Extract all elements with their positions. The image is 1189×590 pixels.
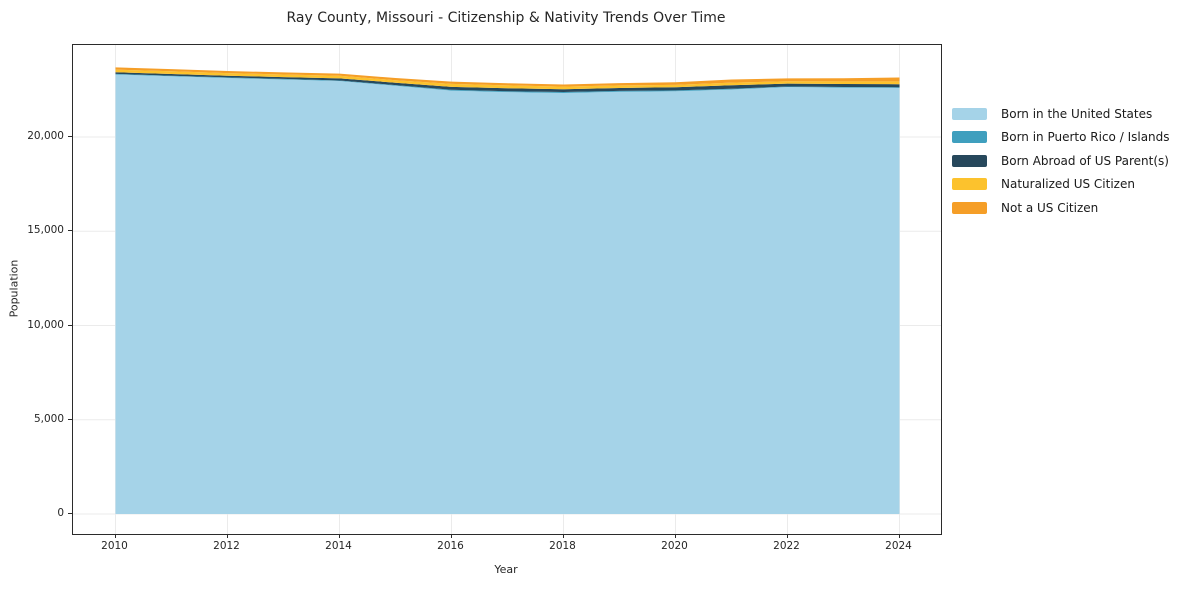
legend-swatch-icon (952, 107, 987, 120)
x-tick-label: 2016 (437, 540, 464, 552)
legend-item: Naturalized US Citizen (952, 173, 1170, 197)
legend-item: Born in Puerto Rico / Islands (952, 126, 1170, 150)
x-tick-mark (450, 534, 452, 538)
area-series-4 (115, 67, 900, 87)
y-tick-mark (68, 418, 72, 420)
legend: Born in the United States Born in Puerto … (952, 102, 1170, 220)
legend-label: Naturalized US Citizen (1001, 177, 1135, 192)
x-tick-mark (226, 534, 228, 538)
chart-title: Ray County, Missouri - Citizenship & Nat… (286, 10, 726, 26)
x-tick-label: 2022 (773, 540, 800, 552)
y-tick-label: 15,000 (27, 224, 64, 237)
legend-swatch-icon (952, 201, 987, 214)
y-tick-mark (68, 230, 72, 232)
area-series-3 (115, 69, 900, 90)
legend-label: Not a US Citizen (1001, 200, 1099, 215)
y-axis-label: Population (7, 259, 21, 318)
legend-label: Born in Puerto Rico / Islands (1001, 130, 1170, 145)
x-tick-mark (562, 534, 564, 538)
x-axis-label: Year (494, 563, 518, 576)
x-tick-label: 2010 (101, 540, 128, 552)
plot-area (72, 44, 942, 535)
x-tick-mark (898, 534, 900, 538)
x-tick-mark (114, 534, 116, 538)
area-series-0 (115, 74, 900, 514)
x-tick-label: 2012 (213, 540, 240, 552)
legend-swatch-icon (952, 131, 987, 144)
y-tick-mark (68, 324, 72, 326)
x-tick-mark (338, 534, 340, 538)
stacked-area-chart (73, 45, 941, 534)
x-tick-mark (786, 534, 788, 538)
legend-label: Born Abroad of US Parent(s) (1001, 153, 1169, 168)
legend-item: Born in the United States (952, 102, 1170, 126)
x-tick-label: 2014 (325, 540, 352, 552)
x-tick-label: 2018 (549, 540, 576, 552)
y-tick-mark (68, 513, 72, 514)
legend-item: Not a US Citizen (952, 196, 1170, 220)
legend-swatch-icon (952, 154, 987, 167)
legend-item: Born Abroad of US Parent(s) (952, 149, 1170, 173)
x-tick-label: 2024 (885, 540, 912, 552)
x-tick-mark (674, 534, 676, 538)
y-tick-mark (68, 136, 72, 137)
x-tick-label: 2020 (661, 540, 688, 552)
legend-swatch-icon (952, 178, 987, 191)
y-tick-label: 10,000 (27, 318, 64, 331)
area-series-2 (115, 72, 900, 92)
y-tick-label: 20,000 (27, 130, 64, 142)
y-tick-label: 0 (57, 507, 64, 519)
legend-label: Born in the United States (1001, 106, 1153, 121)
y-tick-label: 5,000 (33, 412, 64, 425)
